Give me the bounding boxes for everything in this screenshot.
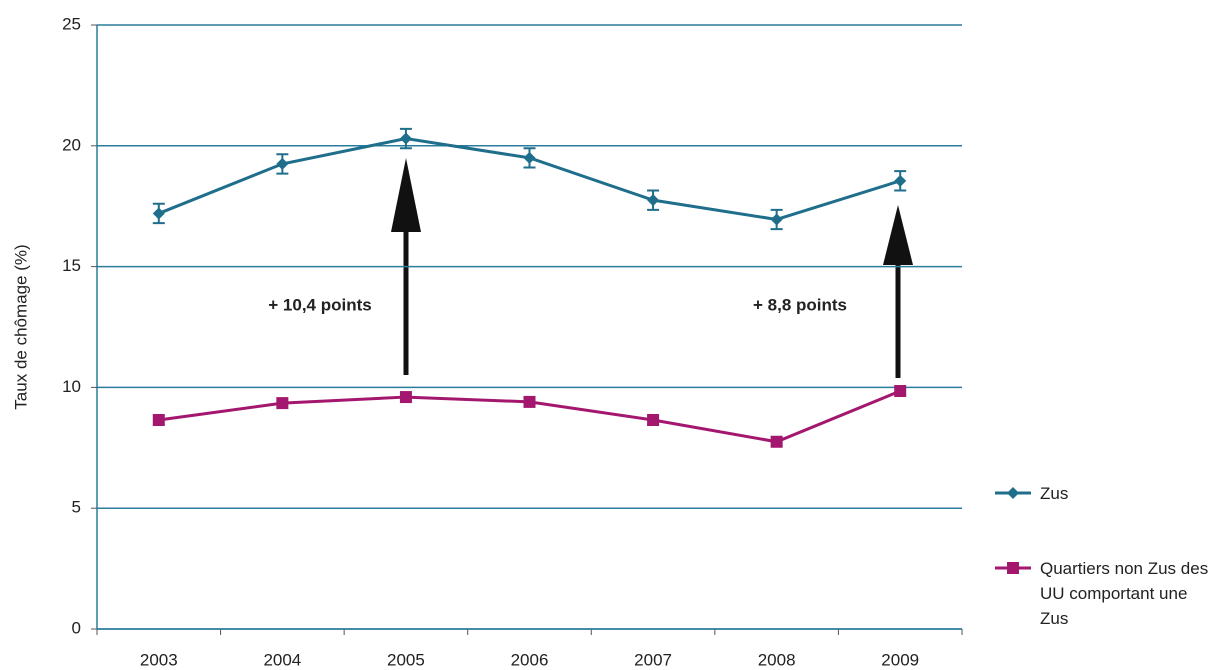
point xyxy=(276,157,289,170)
point xyxy=(770,435,783,448)
point xyxy=(152,207,165,220)
point xyxy=(770,213,783,226)
x-tick-label: 2009 xyxy=(881,650,919,669)
x-tick-label: 2008 xyxy=(758,650,796,669)
point xyxy=(276,397,289,410)
annotation: + 8,8 points xyxy=(753,295,847,314)
point xyxy=(399,132,412,145)
legend-label: Zus xyxy=(1040,484,1069,503)
y-tick-label: 10 xyxy=(62,377,81,396)
point xyxy=(152,414,165,427)
point xyxy=(894,385,907,398)
legend-marker xyxy=(1007,487,1019,499)
point xyxy=(894,174,907,187)
x-tick-label: 2007 xyxy=(634,650,672,669)
y-tick-label: 5 xyxy=(72,498,81,517)
legend-label: Quartiers non Zus des UU comportant une … xyxy=(1040,559,1209,628)
y-axis-label: Taux de chômage (%) xyxy=(11,244,30,409)
x-tick-label: 2004 xyxy=(263,650,301,669)
y-tick-label: 0 xyxy=(72,618,81,637)
annotation: + 10,4 points xyxy=(268,295,371,314)
x-tick-label: 2003 xyxy=(140,650,178,669)
arrow-head xyxy=(883,205,913,265)
point xyxy=(647,194,660,207)
arrow-head xyxy=(391,158,421,232)
x-tick-label: 2005 xyxy=(387,650,425,669)
legend-marker xyxy=(1007,562,1019,574)
y-tick-label: 20 xyxy=(62,135,81,154)
point xyxy=(647,414,660,427)
y-tick-label: 15 xyxy=(62,256,81,275)
point xyxy=(399,391,412,404)
point xyxy=(523,395,536,408)
point xyxy=(523,151,536,164)
y-tick-label: 25 xyxy=(62,14,81,33)
x-tick-label: 2006 xyxy=(511,650,549,669)
